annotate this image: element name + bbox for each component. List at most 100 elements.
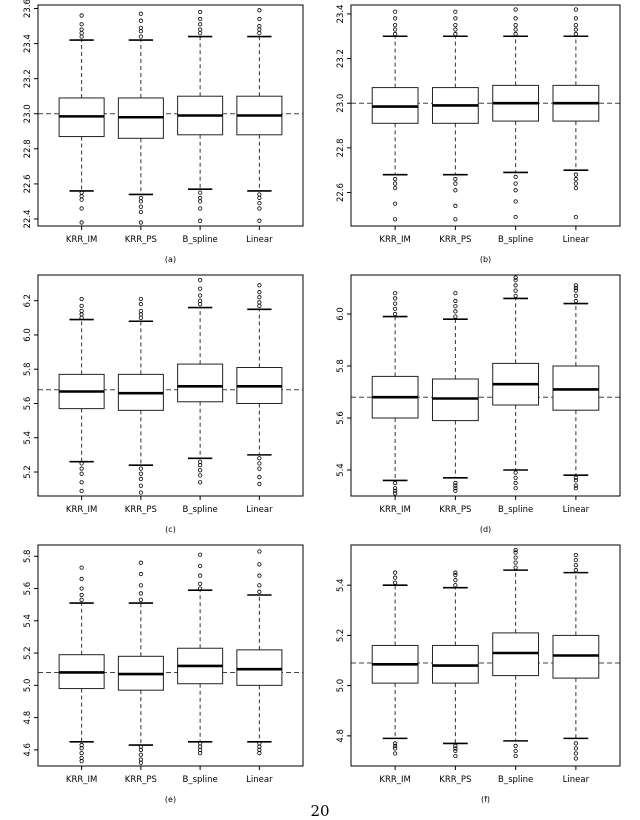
outlier-point <box>257 192 262 197</box>
outlier-point <box>138 490 143 495</box>
outlier-point <box>138 571 143 577</box>
outlier-point <box>513 7 518 12</box>
panel-caption: (d) <box>480 525 491 534</box>
outlier-point <box>79 592 84 598</box>
outlier-point <box>257 466 262 471</box>
outlier-point <box>573 475 578 480</box>
page-number: 20 <box>310 802 330 820</box>
outlier-point <box>79 34 84 39</box>
y-tick-label: 23.4 <box>23 34 33 53</box>
outlier-point <box>198 298 203 303</box>
outlier-point <box>453 486 458 491</box>
outlier-point <box>453 188 458 193</box>
x-tick-label: KRR_IM <box>66 235 97 245</box>
outlier-point <box>198 573 203 578</box>
outlier-point <box>513 743 518 749</box>
outlier-point <box>198 480 203 485</box>
y-tick-label: 23.0 <box>23 104 33 123</box>
outlier-point <box>79 750 84 756</box>
outlier-point <box>393 570 398 575</box>
outlier-point <box>453 22 458 28</box>
outlier-point <box>198 199 203 204</box>
y-tick-label: 23.0 <box>336 94 346 113</box>
outlier-point <box>393 16 398 21</box>
y-tick-label: 23.2 <box>23 69 33 88</box>
outlier-point <box>393 746 398 751</box>
outlier-point <box>573 214 578 220</box>
outlier-point <box>138 752 143 757</box>
outlier-point <box>453 314 458 319</box>
plot-frame <box>37 4 304 227</box>
x-tick-label: KRR_PS <box>439 235 471 245</box>
box-B_spline <box>177 278 224 485</box>
y-tick-label: 23.2 <box>336 49 346 68</box>
outlier-point <box>393 22 398 28</box>
outlier-point <box>573 177 578 182</box>
outlier-point <box>198 190 203 195</box>
outlier-point <box>138 476 143 481</box>
outlier-point <box>257 201 262 206</box>
outlier-point <box>198 218 203 223</box>
x-tick-label: Linear <box>246 235 273 245</box>
x-tick-label: KRR_PS <box>125 505 157 515</box>
outlier-point <box>198 459 203 464</box>
x-tick-label: Linear <box>246 505 273 515</box>
box-B_spline <box>492 275 540 491</box>
outlier-point <box>573 486 578 491</box>
y-tick-label: 6.2 <box>23 294 33 308</box>
x-tick-label: KRR_PS <box>439 505 471 515</box>
x-tick-label: KRR_IM <box>379 775 410 785</box>
outlier-point <box>198 581 203 586</box>
outlier-point <box>393 306 398 311</box>
outlier-point <box>198 293 203 298</box>
box-Linear <box>236 549 283 756</box>
outlier-point <box>513 214 518 220</box>
x-tick-label: KRR_IM <box>379 505 410 515</box>
outlier-point <box>393 201 398 206</box>
x-tick-label: KRR_IM <box>66 505 97 515</box>
plot-frame <box>37 544 304 767</box>
outlier-point <box>198 30 203 36</box>
outlier-point <box>257 573 262 578</box>
outlier-point <box>79 576 84 581</box>
outlier-point <box>393 31 398 37</box>
y-tick-label: 5.6 <box>23 582 33 596</box>
plot-frame <box>350 544 621 767</box>
outlier-point <box>513 174 518 179</box>
outlier-point <box>79 27 84 32</box>
outlier-point <box>453 570 458 575</box>
box-Linear <box>236 283 283 487</box>
x-tick-label: Linear <box>563 505 590 515</box>
x-tick-label: B_spline <box>183 505 218 515</box>
box-B_spline <box>177 9 224 223</box>
panel-caption: (c) <box>165 525 176 534</box>
outlier-point <box>138 302 143 307</box>
outlier-point <box>393 491 398 496</box>
outlier-point <box>513 480 518 486</box>
outlier-point <box>257 218 262 223</box>
outlier-point <box>138 195 143 201</box>
box-KRR_PS <box>117 11 164 225</box>
y-tick-label: 23.4 <box>336 4 346 23</box>
outlier-point <box>573 568 578 573</box>
outlier-point <box>79 30 84 36</box>
outlier-point <box>198 473 203 478</box>
y-tick-label: 22.8 <box>336 138 346 157</box>
outlier-point <box>257 23 262 29</box>
y-tick-label: 22.6 <box>23 174 33 193</box>
outlier-point <box>138 308 143 314</box>
outlier-point <box>79 466 84 471</box>
outlier-point <box>453 298 458 304</box>
outlier-point <box>573 16 578 21</box>
outlier-point <box>573 746 578 751</box>
outlier-point <box>393 301 398 306</box>
outlier-point <box>513 475 518 480</box>
outlier-point <box>79 197 84 202</box>
y-tick-label: 4.8 <box>23 711 33 725</box>
outlier-point <box>257 16 262 22</box>
outlier-point <box>513 16 518 21</box>
outlier-point <box>79 303 84 308</box>
outlier-point <box>573 298 578 304</box>
outlier-point <box>453 9 458 14</box>
outlier-point <box>79 586 84 591</box>
